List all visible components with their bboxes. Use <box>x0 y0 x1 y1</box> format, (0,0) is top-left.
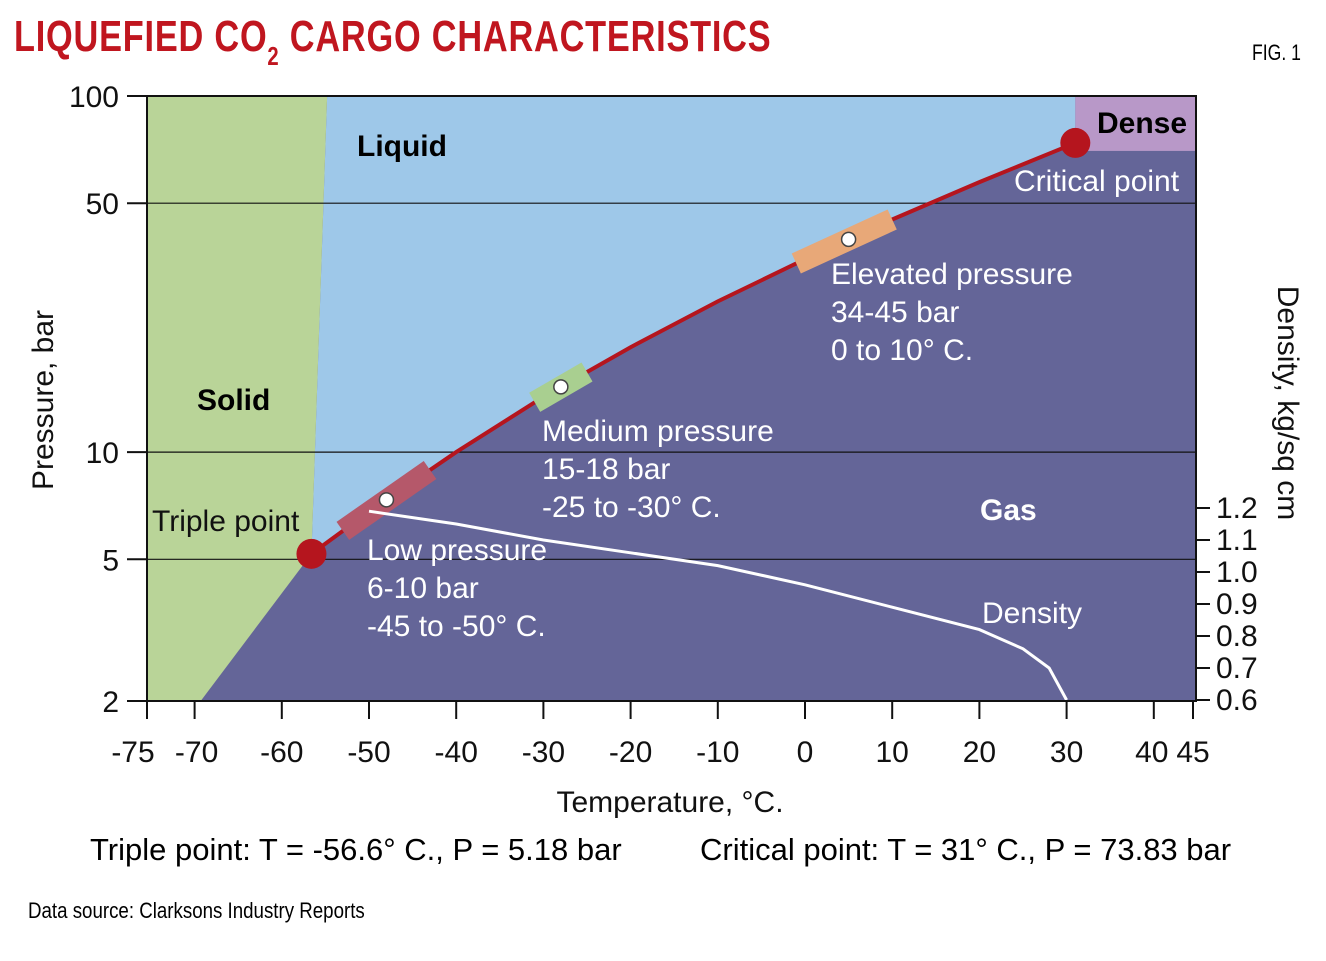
title-prefix: LIQUEFIED CO <box>14 12 268 61</box>
x-tick-label: -60 <box>260 736 303 769</box>
region-dense <box>1075 96 1196 151</box>
y-tick-label: 5 <box>102 544 119 577</box>
x-tick-label: 45 <box>1176 736 1209 769</box>
liquid-label: Liquid <box>357 130 447 163</box>
y-tick-label: 10 <box>86 437 119 470</box>
cargo-marker-2 <box>840 231 857 248</box>
cargo-band-label-1-2: -25 to -30° C. <box>542 491 721 524</box>
gas-label: Gas <box>980 494 1037 527</box>
x-tick-label: -70 <box>175 736 218 769</box>
cargo-band-label-0-1: 6-10 bar <box>367 572 479 605</box>
x-tick-label: -40 <box>435 736 478 769</box>
y-axis-label: Pressure, bar <box>27 310 60 490</box>
y2-tick-label: 0.9 <box>1216 588 1258 621</box>
y-tick-label: 100 <box>69 81 119 114</box>
triple-point-marker <box>296 538 327 569</box>
critical-point-label: Critical point <box>1014 165 1180 198</box>
y2-tick-label: 0.6 <box>1216 684 1258 717</box>
x-tick-label: -10 <box>696 736 739 769</box>
triple-point-note: Triple point: T = -56.6° C., P = 5.18 ba… <box>90 832 622 867</box>
y2-tick-label: 0.8 <box>1216 620 1258 653</box>
region-liquid <box>311 96 1076 554</box>
cargo-band-label-2-0: Elevated pressure <box>831 258 1073 291</box>
data-source: Data source: Clarksons Industry Reports <box>28 898 365 923</box>
y2-tick-label: 1.2 <box>1216 492 1258 525</box>
x-tick-label: 10 <box>876 736 909 769</box>
cargo-marker-1 <box>553 379 569 395</box>
region-solid <box>147 96 328 701</box>
cargo-band-label-1-1: 15-18 bar <box>542 453 670 486</box>
cargo-band-label-0-2: -45 to -50° C. <box>367 610 546 643</box>
y2-tick-label: 0.7 <box>1216 652 1258 685</box>
chart-title: LIQUEFIED CO2 CARGO CHARACTERISTICS <box>14 12 771 72</box>
x-tick-label: -50 <box>347 736 390 769</box>
y-tick-label: 2 <box>102 686 119 719</box>
figure-label: FIG. 1 <box>1252 40 1301 65</box>
cargo-band-label-2-1: 34-45 bar <box>831 296 959 329</box>
cargo-band-label-0-0: Low pressure <box>367 534 547 567</box>
y2-tick-label: 1.1 <box>1216 524 1258 557</box>
x-tick-label: 30 <box>1050 736 1083 769</box>
x-tick-label: 0 <box>797 736 814 769</box>
critical-point-note: Critical point: T = 31° C., P = 73.83 ba… <box>700 832 1232 867</box>
x-axis-label: Temperature, °C. <box>556 786 783 819</box>
cargo-marker-0 <box>378 492 395 508</box>
density-curve <box>368 509 1068 701</box>
x-tick-label: -75 <box>111 736 154 769</box>
y2-tick-label: 1.0 <box>1216 556 1258 589</box>
triple-point-label: Triple point <box>152 505 300 538</box>
x-tick-label: -20 <box>609 736 652 769</box>
cargo-band-label-1-0: Medium pressure <box>542 415 774 448</box>
solid-label: Solid <box>197 384 270 417</box>
title-subscript: 2 <box>267 41 280 71</box>
dense-label: Dense <box>1097 107 1187 140</box>
x-tick-label: -30 <box>522 736 565 769</box>
x-tick-label: 20 <box>963 736 996 769</box>
critical-point-marker <box>1060 127 1091 158</box>
x-tick-label: 40 <box>1135 736 1168 769</box>
density-label: Density <box>982 597 1082 630</box>
title-suffix: CARGO CHARACTERISTICS <box>279 12 772 61</box>
y-tick-label: 50 <box>86 188 119 221</box>
y2-axis-label: Density, kg/sq cm <box>1271 286 1304 521</box>
cargo-band-label-2-2: 0 to 10° C. <box>831 334 973 367</box>
